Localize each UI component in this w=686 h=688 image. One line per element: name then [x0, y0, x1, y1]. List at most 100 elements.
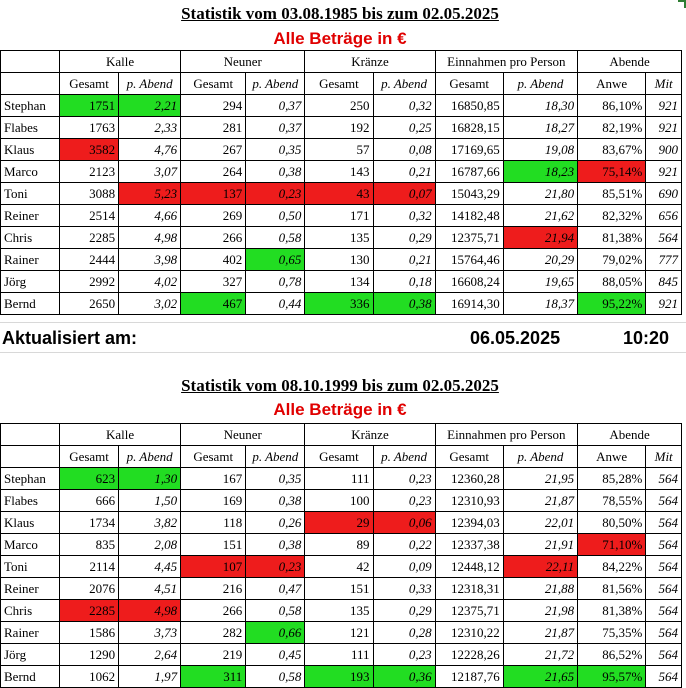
value-cell[interactable]: 2992: [59, 270, 120, 293]
value-cell[interactable]: 0,21: [372, 160, 436, 183]
value-cell[interactable]: 16850,85: [434, 94, 504, 117]
value-cell[interactable]: 29: [304, 511, 374, 534]
value-cell[interactable]: 22,01: [502, 511, 579, 534]
value-cell[interactable]: 4,98: [118, 599, 182, 622]
player-name-cell[interactable]: Jörg: [0, 643, 61, 666]
value-cell[interactable]: 564: [645, 577, 682, 600]
value-cell[interactable]: 16608,24: [434, 270, 504, 293]
value-cell[interactable]: 0,23: [372, 467, 436, 490]
value-cell[interactable]: 17169,65: [434, 138, 504, 161]
value-cell[interactable]: 921: [645, 94, 682, 117]
value-cell[interactable]: 1586: [59, 621, 120, 644]
value-cell[interactable]: 0,23: [372, 489, 436, 512]
value-cell[interactable]: 0,38: [245, 533, 306, 556]
value-cell[interactable]: 2076: [59, 577, 120, 600]
value-cell[interactable]: 294: [180, 94, 247, 117]
value-cell[interactable]: 2,08: [118, 533, 182, 556]
value-cell[interactable]: 777: [645, 248, 682, 271]
value-cell[interactable]: 21,91: [502, 533, 579, 556]
value-cell[interactable]: 12360,28: [434, 467, 504, 490]
value-cell[interactable]: 564: [645, 643, 682, 666]
value-cell[interactable]: 2444: [59, 248, 120, 271]
value-cell[interactable]: 2,21: [118, 94, 182, 117]
value-cell[interactable]: 266: [180, 226, 247, 249]
value-cell[interactable]: 921: [645, 292, 682, 315]
player-name-cell[interactable]: Klaus: [0, 138, 61, 161]
player-name-cell[interactable]: Rainer: [0, 621, 61, 644]
value-cell[interactable]: 666: [59, 489, 120, 512]
value-cell[interactable]: 18,23: [502, 160, 579, 183]
value-cell[interactable]: 656: [645, 204, 682, 227]
value-cell[interactable]: 171: [304, 204, 374, 227]
value-cell[interactable]: 21,87: [502, 621, 579, 644]
value-cell[interactable]: 16828,15: [434, 116, 504, 139]
value-cell[interactable]: 42: [304, 555, 374, 578]
value-cell[interactable]: 100: [304, 489, 374, 512]
value-cell[interactable]: 12337,38: [434, 533, 504, 556]
value-cell[interactable]: 0,18: [372, 270, 436, 293]
value-cell[interactable]: 2285: [59, 599, 120, 622]
value-cell[interactable]: 564: [645, 467, 682, 490]
value-cell[interactable]: 18,27: [502, 116, 579, 139]
value-cell[interactable]: 327: [180, 270, 247, 293]
value-cell[interactable]: 107: [180, 555, 247, 578]
value-cell[interactable]: 467: [180, 292, 247, 315]
value-cell[interactable]: 564: [645, 533, 682, 556]
value-cell[interactable]: 12310,22: [434, 621, 504, 644]
value-cell[interactable]: 4,76: [118, 138, 182, 161]
player-name-cell[interactable]: Chris: [0, 599, 61, 622]
player-name-cell[interactable]: Stephan: [0, 94, 61, 117]
value-cell[interactable]: 564: [645, 599, 682, 622]
player-name-cell[interactable]: Toni: [0, 182, 61, 205]
value-cell[interactable]: 0,06: [372, 511, 436, 534]
value-cell[interactable]: 564: [645, 621, 682, 644]
value-cell[interactable]: 12310,93: [434, 489, 504, 512]
value-cell[interactable]: 845: [645, 270, 682, 293]
value-cell[interactable]: 2,64: [118, 643, 182, 666]
value-cell[interactable]: 564: [645, 665, 682, 688]
value-cell[interactable]: 623: [59, 467, 120, 490]
value-cell[interactable]: 0,07: [372, 182, 436, 205]
value-cell[interactable]: 2114: [59, 555, 120, 578]
value-cell[interactable]: 1290: [59, 643, 120, 666]
value-cell[interactable]: 12394,03: [434, 511, 504, 534]
player-name-cell[interactable]: Flabes: [0, 489, 61, 512]
value-cell[interactable]: 2650: [59, 292, 120, 315]
value-cell[interactable]: 0,58: [245, 226, 306, 249]
value-cell[interactable]: 81,38%: [577, 599, 647, 622]
value-cell[interactable]: 216: [180, 577, 247, 600]
value-cell[interactable]: 3,07: [118, 160, 182, 183]
value-cell[interactable]: 402: [180, 248, 247, 271]
value-cell[interactable]: 0,25: [372, 116, 436, 139]
value-cell[interactable]: 0,35: [245, 138, 306, 161]
player-name-cell[interactable]: Reiner: [0, 577, 61, 600]
value-cell[interactable]: 219: [180, 643, 247, 666]
value-cell[interactable]: 564: [645, 226, 682, 249]
value-cell[interactable]: 78,55%: [577, 489, 647, 512]
value-cell[interactable]: 3,98: [118, 248, 182, 271]
value-cell[interactable]: 95,57%: [577, 665, 647, 688]
value-cell[interactable]: 0,66: [245, 621, 306, 644]
value-cell[interactable]: 81,56%: [577, 577, 647, 600]
value-cell[interactable]: 4,66: [118, 204, 182, 227]
value-cell[interactable]: 3088: [59, 182, 120, 205]
value-cell[interactable]: 1734: [59, 511, 120, 534]
value-cell[interactable]: 21,94: [502, 226, 579, 249]
value-cell[interactable]: 3582: [59, 138, 120, 161]
value-cell[interactable]: 75,14%: [577, 160, 647, 183]
value-cell[interactable]: 130: [304, 248, 374, 271]
value-cell[interactable]: 21,72: [502, 643, 579, 666]
value-cell[interactable]: 5,23: [118, 182, 182, 205]
value-cell[interactable]: 2123: [59, 160, 120, 183]
value-cell[interactable]: 169: [180, 489, 247, 512]
value-cell[interactable]: 0,29: [372, 226, 436, 249]
value-cell[interactable]: 0,36: [372, 665, 436, 688]
value-cell[interactable]: 143: [304, 160, 374, 183]
value-cell[interactable]: 82,32%: [577, 204, 647, 227]
player-name-cell[interactable]: Stephan: [0, 467, 61, 490]
value-cell[interactable]: 79,02%: [577, 248, 647, 271]
value-cell[interactable]: 1,50: [118, 489, 182, 512]
value-cell[interactable]: 2,33: [118, 116, 182, 139]
value-cell[interactable]: 20,29: [502, 248, 579, 271]
player-name-cell[interactable]: Bernd: [0, 292, 61, 315]
